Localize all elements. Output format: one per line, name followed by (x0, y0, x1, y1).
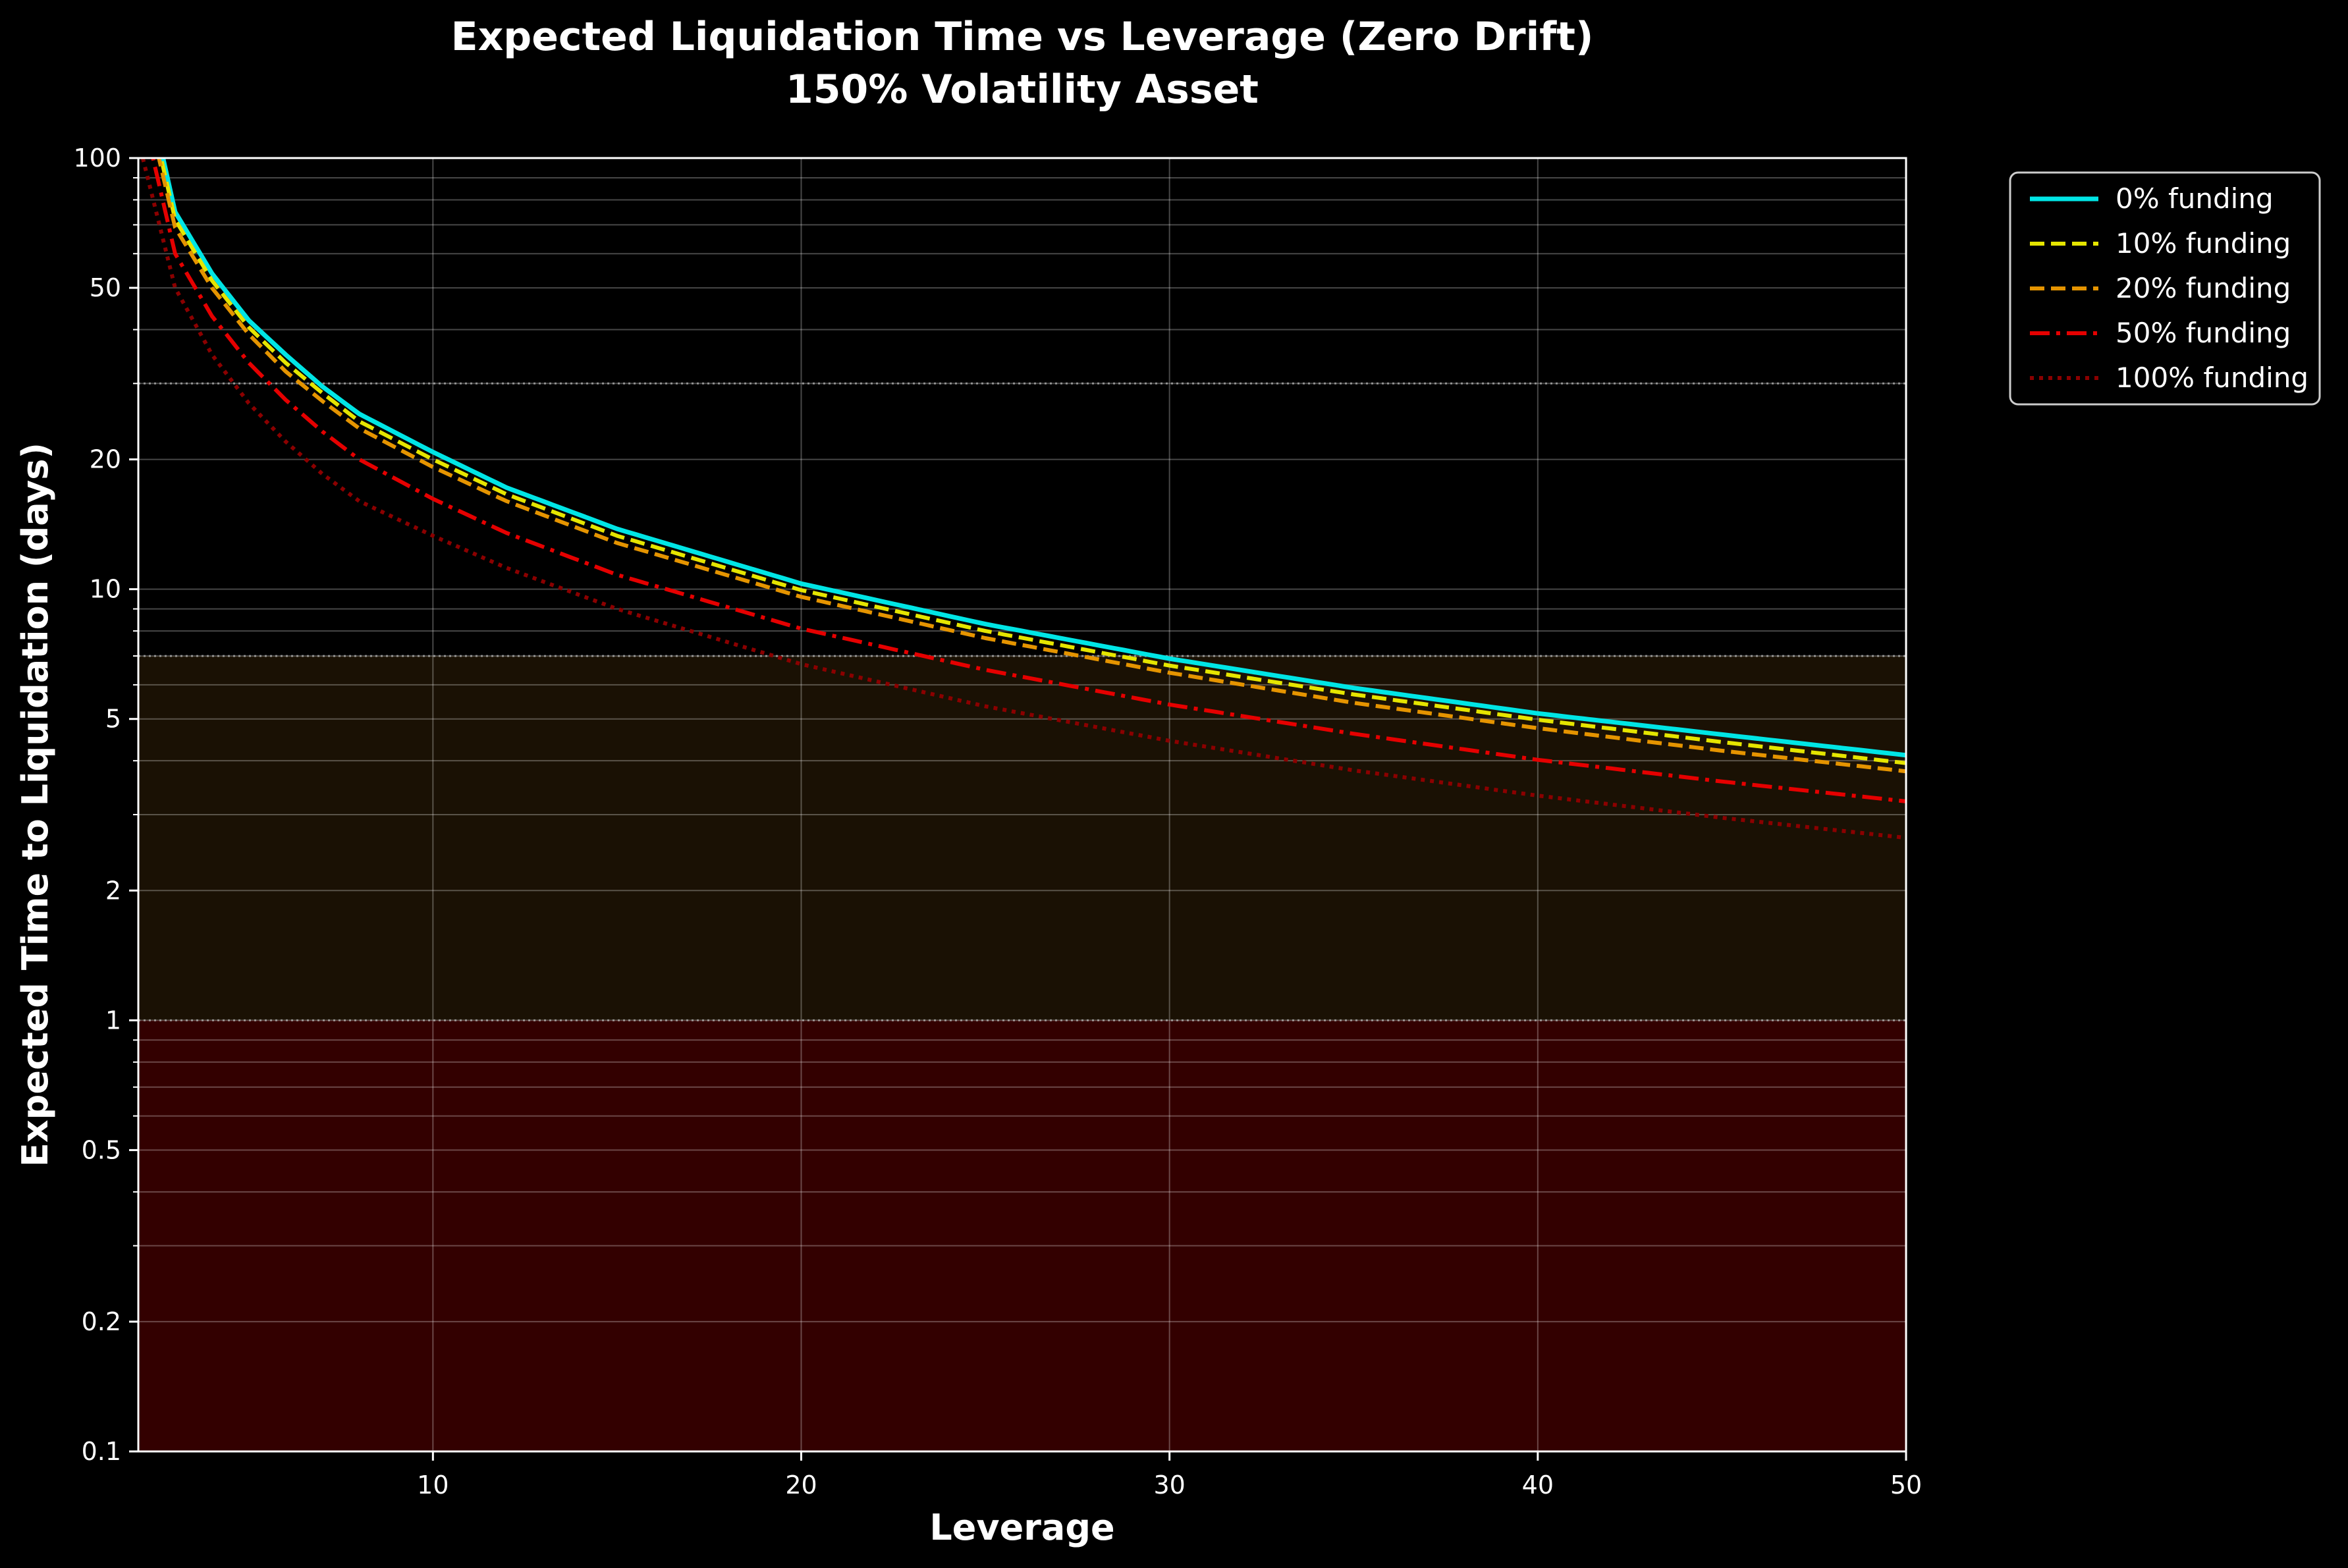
legend-label: 20% funding (2116, 272, 2291, 304)
legend-label: 10% funding (2116, 227, 2291, 259)
chart-subtitle: 150% Volatility Asset (786, 67, 1259, 113)
y-axis: 0.1 0.2 0.5 1 2 5 10 20 50 100 (73, 144, 138, 1466)
x-tick-label: 30 (1153, 1471, 1185, 1500)
chart-title: Expected Liquidation Time vs Leverage (Z… (451, 14, 1594, 60)
plot-frame (137, 157, 1907, 1453)
grid-lines (138, 158, 1906, 1451)
series-line-1 (159, 158, 1906, 765)
legend: 0% funding 10% funding 20% funding 50% fund… (2009, 171, 2321, 406)
y-tick-label: 10 (90, 575, 121, 604)
risk-bands (138, 656, 1906, 1451)
y-axis-label: Expected Time to Liquidation (days) (14, 443, 56, 1167)
x-tick-label: 20 (785, 1471, 817, 1500)
x-axis: 10 20 30 40 50 (417, 1451, 1922, 1500)
y-tick-label: 50 (90, 273, 121, 302)
series-line-3 (151, 158, 1906, 803)
legend-label: 0% funding (2116, 182, 2274, 215)
x-tick-label: 50 (1890, 1471, 1922, 1500)
y-tick-label: 0.1 (82, 1437, 121, 1466)
series-lines (140, 158, 1906, 840)
legend-label: 50% funding (2116, 317, 2291, 349)
x-tick-label: 10 (417, 1471, 449, 1500)
x-tick-label: 40 (1522, 1471, 1554, 1500)
legend-label: 100% funding (2116, 362, 2308, 394)
legend-box (2009, 171, 2321, 406)
x-axis-label: Leverage (929, 1507, 1114, 1548)
y-tick-label: 100 (73, 144, 121, 173)
y-tick-label: 0.2 (82, 1307, 121, 1336)
series-line-0 (160, 158, 1906, 758)
y-tick-label: 1 (105, 1006, 121, 1035)
y-tick-label: 2 (105, 876, 121, 905)
y-tick-label: 20 (90, 445, 121, 474)
y-tick-label: 5 (105, 705, 121, 734)
risk-band-0 (138, 1020, 1906, 1451)
risk-band-1 (138, 656, 1906, 1021)
y-tick-label: 0.5 (82, 1135, 121, 1164)
series-line-4 (140, 158, 1906, 840)
series-line-2 (157, 158, 1906, 774)
